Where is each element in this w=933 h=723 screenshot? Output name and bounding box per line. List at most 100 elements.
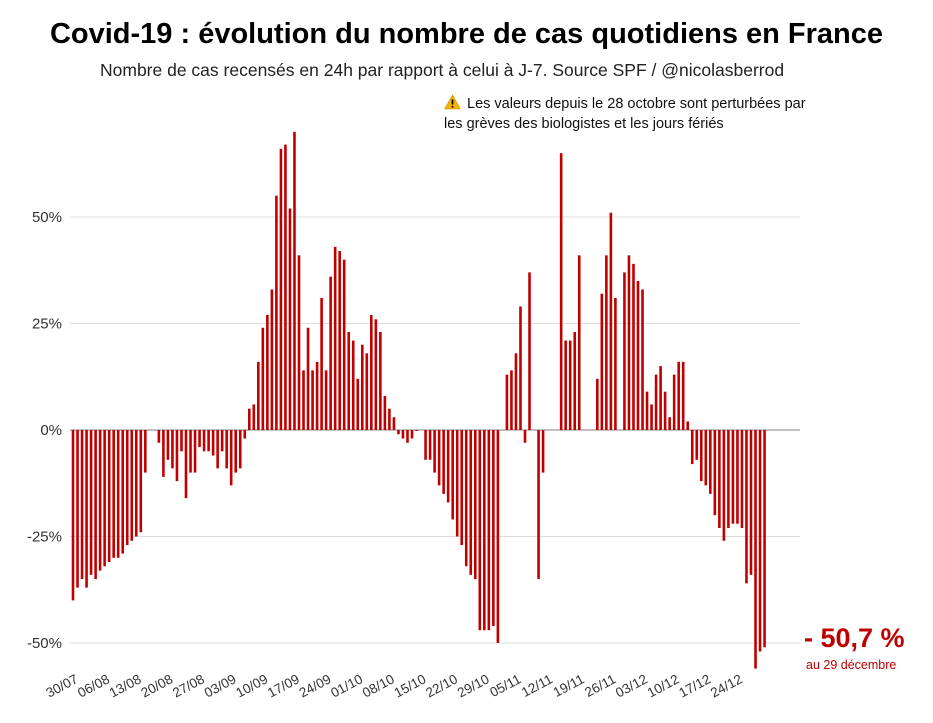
- bar: [451, 430, 454, 520]
- x-tick-label: 29/10: [455, 671, 492, 700]
- bar: [125, 430, 129, 546]
- bar: [663, 391, 667, 430]
- bar: [442, 430, 445, 494]
- bar: [234, 430, 238, 473]
- bar: [492, 430, 495, 626]
- x-tick-label: 10/09: [233, 671, 270, 700]
- warning-note: Les valeurs depuis le 28 octobre sont pe…: [444, 92, 904, 134]
- bar: [614, 297, 617, 430]
- x-tick-label: 05/11: [487, 671, 523, 700]
- x-tick-label: 08/10: [360, 671, 397, 700]
- bar: [699, 430, 703, 482]
- bar: [252, 404, 256, 430]
- bar: [740, 430, 744, 528]
- x-tick-label: 13/08: [107, 671, 144, 700]
- chart-title: Covid-19 : évolution du nombre de cas qu…: [49, 18, 884, 50]
- bar: [401, 430, 405, 439]
- bar: [130, 430, 134, 541]
- bar: [641, 289, 644, 430]
- bar: [333, 246, 337, 430]
- x-tick-label: 20/08: [138, 671, 175, 700]
- bar: [632, 263, 635, 430]
- warning-icon: [444, 94, 461, 110]
- bar: [157, 430, 161, 443]
- bar: [541, 430, 545, 473]
- bar: [229, 430, 233, 486]
- bar: [392, 417, 396, 430]
- bar: [460, 430, 464, 546]
- bar: [473, 430, 477, 580]
- bar: [718, 430, 721, 528]
- bar: [284, 144, 287, 430]
- x-tick-label: 06/08: [75, 671, 112, 700]
- bar: [266, 314, 269, 430]
- bar: [650, 404, 653, 430]
- bar: [736, 430, 739, 524]
- bar: [745, 430, 748, 584]
- bar: [433, 430, 436, 473]
- bar: [596, 378, 599, 430]
- bar: [577, 255, 581, 430]
- bar: [98, 430, 102, 571]
- bar: [605, 255, 608, 430]
- bar: [428, 430, 432, 460]
- bar: [202, 430, 206, 452]
- x-tick-label: 24/12: [708, 671, 745, 700]
- x-tick-label: 30/07: [44, 671, 81, 700]
- bar: [659, 366, 662, 430]
- bar: [112, 430, 115, 558]
- x-tick-label: 03/12: [613, 671, 650, 700]
- x-tick-label: 17/12: [676, 671, 713, 700]
- bar: [279, 148, 283, 430]
- bar: [180, 430, 183, 452]
- bar: [406, 430, 409, 443]
- bar: [306, 327, 310, 430]
- bar: [722, 430, 726, 541]
- bar: [220, 430, 224, 452]
- bar: [216, 430, 219, 469]
- bar: [600, 293, 604, 430]
- bar: [379, 332, 382, 430]
- bar: [383, 395, 387, 430]
- bar: [763, 430, 766, 648]
- bar: [288, 208, 292, 430]
- bar: [107, 430, 111, 563]
- bar: [704, 430, 708, 486]
- bar: [397, 430, 400, 435]
- bar: [297, 255, 301, 430]
- bar: [519, 306, 522, 430]
- bar: [270, 289, 274, 430]
- bar: [324, 370, 328, 430]
- bar: [559, 153, 563, 430]
- bar: [166, 430, 170, 460]
- bar: [80, 430, 84, 580]
- bar: [677, 361, 680, 430]
- bar: [207, 430, 210, 452]
- bar: [437, 430, 441, 486]
- bar: [85, 430, 88, 588]
- bar: [469, 430, 473, 575]
- bar: [139, 430, 143, 533]
- bar: [487, 430, 491, 631]
- bar: [89, 430, 93, 575]
- bar: [645, 391, 649, 430]
- warning-note-line1: Les valeurs depuis le 28 octobre sont pe…: [467, 96, 806, 112]
- bar: [483, 430, 486, 631]
- bar: [311, 370, 314, 430]
- bar: [356, 378, 360, 430]
- y-tick-label: 50%: [32, 209, 62, 226]
- bar: [370, 314, 373, 430]
- bar: [636, 280, 640, 430]
- bar: [668, 417, 671, 430]
- bar: [627, 255, 631, 430]
- bar: [351, 340, 355, 430]
- bar: [686, 421, 690, 430]
- bar: [749, 430, 753, 575]
- bar: [134, 430, 138, 537]
- bar: [731, 430, 735, 524]
- bar: [478, 430, 482, 631]
- x-tick-label: 15/10: [392, 671, 429, 700]
- bar: [727, 430, 730, 528]
- bar: [103, 430, 106, 567]
- bar: [315, 361, 319, 430]
